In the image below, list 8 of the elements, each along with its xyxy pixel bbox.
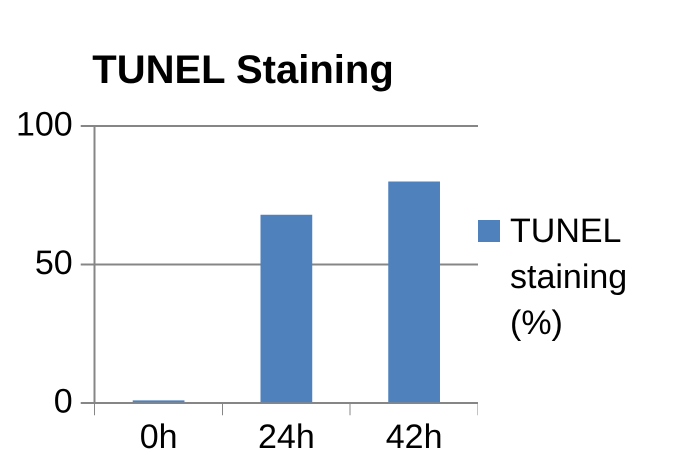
y-tick-label: 0 <box>54 382 73 421</box>
x-tick-label: 24h <box>258 418 315 456</box>
y-tick-label: 100 <box>16 105 73 144</box>
legend-label: TUNEL staining (%) <box>510 211 628 344</box>
x-tick-label: 42h <box>386 418 442 456</box>
y-tick-label: 50 <box>34 244 73 282</box>
x-tick-label: 0h <box>140 418 178 456</box>
chart-title: TUNEL Staining <box>92 48 394 92</box>
